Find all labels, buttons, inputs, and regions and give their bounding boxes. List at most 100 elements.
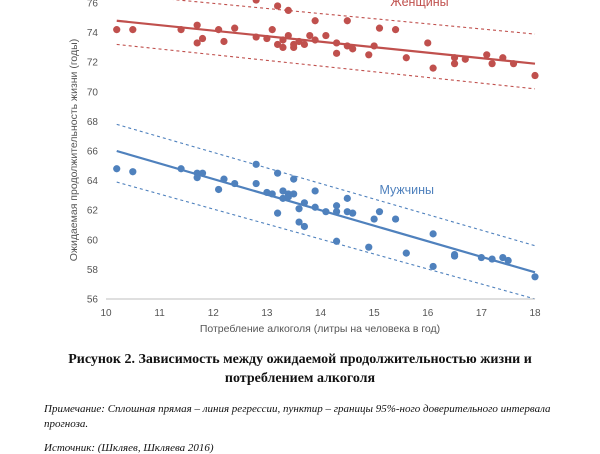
x-tick-label: 15 [369,308,381,319]
women-data-point [263,34,271,43]
men-data-point [177,165,185,173]
women-data-point [193,21,201,29]
women-data-point [311,17,319,25]
women-data-point [274,40,282,49]
women-data-point [252,0,260,4]
women-data-point [488,60,496,68]
women-data-point [461,55,469,63]
women-data-point [322,31,330,40]
y-tick-label: 70 [87,87,99,98]
y-tick-label: 68 [87,117,99,128]
women-data-point [113,26,121,34]
confidence-bands [116,0,536,300]
men-data-point [193,174,201,182]
men-data-point [450,251,459,259]
figure-note: Примечание: Сплошная прямая – линия регр… [44,403,551,430]
men-data-point [274,209,282,217]
men-data-point [215,185,223,194]
women-data-point [220,37,228,46]
women-data-point [177,26,185,34]
women-data-point [198,34,207,43]
men-data-point [311,187,319,195]
men-data-point [375,208,384,216]
men-data-point [268,190,276,198]
women-data-point [509,60,518,68]
women-data-point [429,64,437,72]
women-data-point [450,60,459,68]
women-data-point [483,51,491,59]
women-data-point [306,31,314,40]
men-data-point [488,255,496,263]
women-data-point [231,24,239,32]
women-data-point [290,43,298,52]
men-data-point [129,168,137,176]
women-data-point [370,42,378,50]
caption-line-2: потреблением алкоголя [224,371,376,386]
figure-caption: Рисунок 2. Зависимость между ожидаемой п… [30,350,570,388]
x-axis-label: Потребление алкоголя (литры на человека … [200,323,440,335]
y-tick-label: 58 [87,265,99,276]
y-tick-label: 60 [87,235,99,246]
men-data-point [311,203,319,211]
y-tick-label: 76 [87,0,99,10]
women-data-point [402,54,410,62]
women-data-point [284,31,292,40]
men-data-point [220,175,228,183]
x-tick-label: 13 [261,308,273,319]
men-data-point [332,208,341,216]
women-data-point [284,6,292,14]
women-data-point [343,42,351,50]
men-data-point [295,218,303,226]
women-data-point [531,71,539,80]
men-data-point [300,199,309,207]
women-data-point [215,26,223,34]
chart-axes: 10 11 12 13 14 15 16 17 18 56 58 60 62 64 66 68 70 72 74 76 [87,0,541,319]
x-tick-label: 12 [208,308,220,319]
x-tick-label: 10 [100,308,112,319]
men-data-point [252,179,260,188]
women-data-point [375,24,384,32]
men-data-point [332,202,341,210]
women-data-point [365,51,373,59]
regression-lines [116,19,536,274]
men-data-point [300,222,309,231]
women-data-point [279,36,287,44]
men-data-point [349,209,357,217]
women-band-lower-line [116,43,536,90]
men-data-point [504,256,512,265]
men-data-point [499,253,507,262]
women-band-upper-line [172,0,536,35]
men-data-point [332,237,341,245]
y-tick-label: 74 [87,28,99,39]
women-data-point [279,43,287,52]
y-tick-label: 66 [87,147,99,158]
men-data-point [252,160,260,168]
x-tick-label: 18 [529,308,541,319]
men-band-lower-line [116,181,536,300]
y-tick-label: 72 [87,58,99,69]
y-axis-label: Ожидаемая продолжительность жизни (годы) [68,39,80,261]
men-data-point [322,208,330,216]
scatter-chart: 10 11 12 13 14 15 16 17 18 56 58 60 62 64 66 68 70 72 74 76… [68,0,541,335]
men-data-point [290,175,298,183]
men-data-point [402,249,410,257]
women-data-point [332,39,341,47]
men-data-point [279,187,287,195]
women-data-point [268,26,276,34]
men-data-point [531,273,539,281]
men-data-point [231,179,239,188]
x-tick-label: 17 [476,308,488,319]
men-data-point [274,169,282,177]
x-tick-label: 14 [315,308,327,319]
women-data-point [129,26,137,34]
women-data-point [252,33,260,41]
women-data-point [424,39,432,47]
women-data-point [193,39,201,47]
data-points [113,0,539,281]
men-data-point [429,230,437,238]
figure-source: Источник: (Шкляев, Шкляева 2016) [44,442,214,454]
caption-line-1: Рисунок 2. Зависимость между ожидаемой п… [68,352,532,367]
y-tick-label: 56 [87,295,99,306]
men-data-point [113,165,121,173]
men-data-point [198,169,207,177]
